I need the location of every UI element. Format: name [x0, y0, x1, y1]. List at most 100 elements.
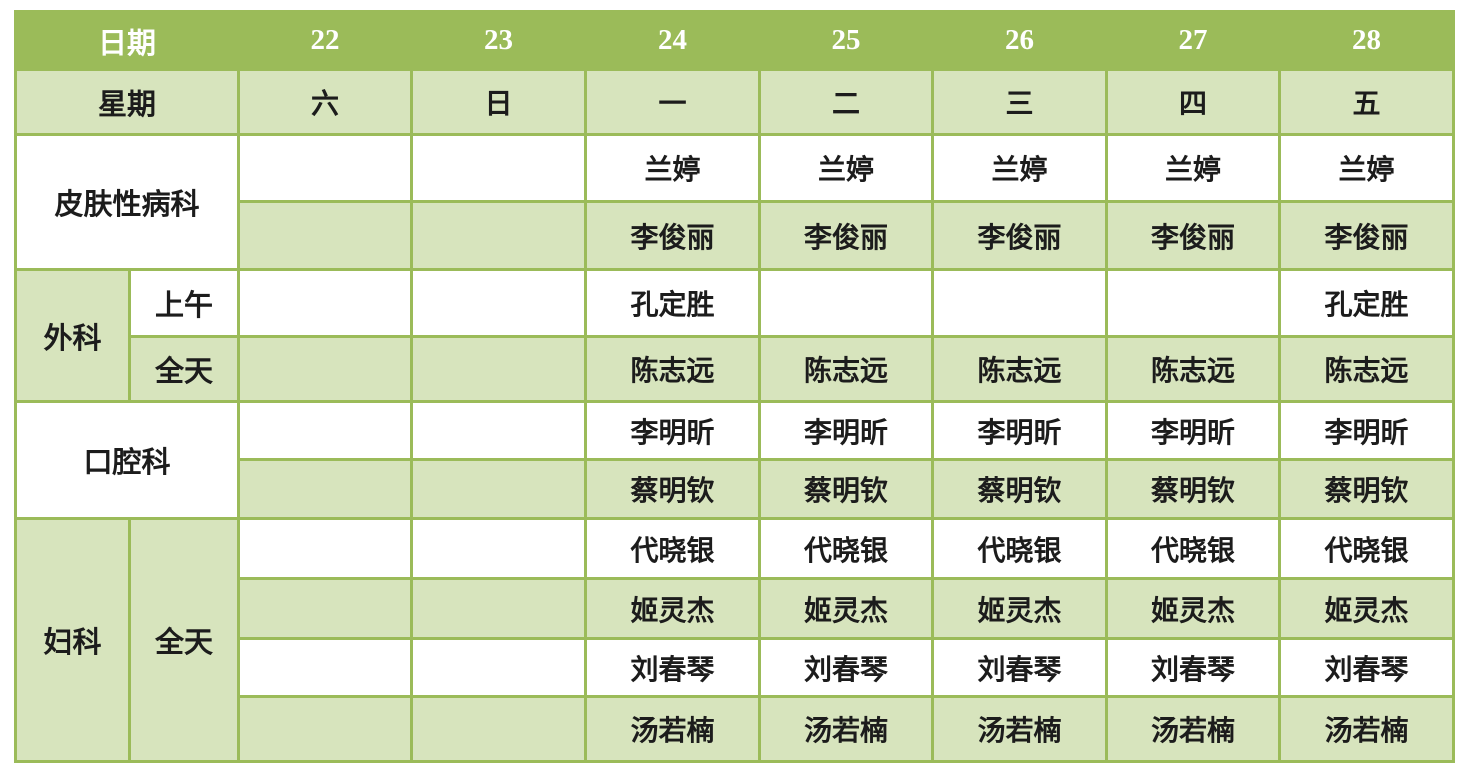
- shift-cell-allday: 全天: [127, 517, 241, 763]
- schedule-cell: [410, 335, 588, 403]
- schedule-cell: [237, 637, 414, 698]
- weekday-cell: 六: [237, 68, 414, 136]
- weekday-cell: 五: [1278, 68, 1456, 136]
- schedule-cell: 姬灵杰: [931, 577, 1109, 640]
- schedule-cell: [410, 268, 588, 338]
- date-header-row: 日期 22 23 24 25 26 27 28: [13, 10, 1456, 71]
- schedule-cell: [237, 517, 414, 580]
- schedule-cell: 汤若楠: [1105, 695, 1282, 763]
- schedule-cell: 兰婷: [1278, 133, 1456, 203]
- shift-cell-allday: 全天: [127, 335, 241, 403]
- schedule-cell: 李明昕: [758, 400, 935, 461]
- day-header-cell: 22: [237, 10, 414, 71]
- schedule-cell: 姬灵杰: [1278, 577, 1456, 640]
- schedule-cell: 李明昕: [584, 400, 762, 461]
- schedule-row: 姬灵杰 姬灵杰 姬灵杰 姬灵杰 姬灵杰: [16, 577, 1456, 640]
- schedule-cell: 兰婷: [584, 133, 762, 203]
- schedule-cell: 蔡明钦: [931, 458, 1109, 520]
- schedule-cell: [758, 268, 935, 338]
- schedule-row: 全天 陈志远 陈志远 陈志远 陈志远 陈志远: [16, 335, 1456, 403]
- schedule-cell: 汤若楠: [1278, 695, 1456, 763]
- day-header-cell: 23: [410, 10, 588, 71]
- date-label-cell: 日期: [13, 10, 241, 71]
- day-header-cell: 24: [584, 10, 762, 71]
- schedule-cell: 蔡明钦: [1105, 458, 1282, 520]
- schedule-cell: [237, 577, 414, 640]
- schedule-row: 皮肤性病科 兰婷 兰婷 兰婷 兰婷 兰婷: [13, 133, 1456, 271]
- schedule-cell: 刘春琴: [1105, 637, 1282, 698]
- shift-cell-morning: 上午: [127, 268, 241, 338]
- schedule-cell: [410, 695, 588, 763]
- schedule-cell: 汤若楠: [584, 695, 762, 763]
- schedule-cell: [410, 577, 588, 640]
- schedule-cell: [237, 200, 414, 271]
- weekday-cell: 四: [1105, 68, 1282, 136]
- weekday-cell: 一: [584, 68, 762, 136]
- schedule-cell: 李明昕: [931, 400, 1109, 461]
- schedule-cell: [237, 268, 414, 338]
- schedule-row: 外科 上午 孔定胜 孔定胜: [14, 268, 1456, 403]
- schedule-cell: 代晓银: [931, 517, 1109, 580]
- schedule-cell: 姬灵杰: [584, 577, 762, 640]
- schedule-cell: 兰婷: [758, 133, 935, 203]
- schedule-cell: 兰婷: [931, 133, 1109, 203]
- schedule-cell: 汤若楠: [758, 695, 935, 763]
- schedule-row: 汤若楠 汤若楠 汤若楠 汤若楠 汤若楠: [16, 695, 1456, 763]
- day-header-cell: 27: [1105, 10, 1282, 71]
- schedule-cell: [410, 458, 588, 520]
- schedule-cell: 陈志远: [584, 335, 762, 403]
- schedule-cell: 陈志远: [1105, 335, 1282, 403]
- weekday-cell: 日: [410, 68, 588, 136]
- schedule-row: 妇科 全天 代晓银 代晓银 代晓银 代晓银 代晓银: [14, 517, 1456, 763]
- schedule-cell: 代晓银: [1278, 517, 1456, 580]
- schedule-cell: [1105, 268, 1282, 338]
- weekday-cell: 三: [931, 68, 1109, 136]
- schedule-row: 蔡明钦 蔡明钦 蔡明钦 蔡明钦 蔡明钦: [16, 458, 1456, 520]
- schedule-cell: [410, 133, 588, 203]
- schedule-cell: [410, 200, 588, 271]
- schedule-cell: [931, 268, 1109, 338]
- schedule-cell: [237, 400, 414, 461]
- schedule-cell: 孔定胜: [584, 268, 762, 338]
- schedule-cell: 蔡明钦: [584, 458, 762, 520]
- schedule-cell: 姬灵杰: [1105, 577, 1282, 640]
- schedule-cell: [410, 400, 588, 461]
- dept-cell-gynecology: 妇科: [14, 517, 131, 763]
- schedule-cell: [237, 335, 414, 403]
- schedule-cell: 李俊丽: [1278, 200, 1456, 271]
- schedule-table: 日期 22 23 24 25 26 27 28 星期 六 日 一 二 三 四 五…: [13, 10, 1456, 763]
- schedule-cell: [237, 458, 414, 520]
- day-header-cell: 26: [931, 10, 1109, 71]
- schedule-cell: 陈志远: [1278, 335, 1456, 403]
- schedule-cell: 蔡明钦: [1278, 458, 1456, 520]
- weekday-header-row: 星期 六 日 一 二 三 四 五: [13, 68, 1456, 136]
- dept-cell-dental: 口腔科: [13, 400, 241, 520]
- schedule-cell: 代晓银: [758, 517, 935, 580]
- weekday-cell: 二: [758, 68, 935, 136]
- schedule-cell: [237, 695, 414, 763]
- schedule-cell: 刘春琴: [1278, 637, 1456, 698]
- schedule-cell: 陈志远: [931, 335, 1109, 403]
- schedule-cell: 李俊丽: [584, 200, 762, 271]
- dept-cell-surgery: 外科: [14, 268, 131, 403]
- schedule-cell: 代晓银: [1105, 517, 1282, 580]
- schedule-cell: 李俊丽: [758, 200, 935, 271]
- day-header-cell: 28: [1278, 10, 1456, 71]
- schedule-row: 李俊丽 李俊丽 李俊丽 李俊丽 李俊丽: [16, 200, 1456, 271]
- schedule-cell: 刘春琴: [584, 637, 762, 698]
- week-label-cell: 星期: [13, 68, 241, 136]
- schedule-cell: 李明昕: [1105, 400, 1282, 461]
- schedule-cell: 代晓银: [584, 517, 762, 580]
- schedule-row: 口腔科 李明昕 李明昕 李明昕 李明昕 李明昕: [13, 400, 1456, 520]
- schedule-cell: 李俊丽: [931, 200, 1109, 271]
- schedule-cell: 刘春琴: [758, 637, 935, 698]
- schedule-cell: 姬灵杰: [758, 577, 935, 640]
- schedule-cell: 陈志远: [758, 335, 935, 403]
- schedule-cell: 刘春琴: [931, 637, 1109, 698]
- schedule-cell: [410, 517, 588, 580]
- schedule-cell: 蔡明钦: [758, 458, 935, 520]
- schedule-cell: 兰婷: [1105, 133, 1282, 203]
- schedule-cell: 李明昕: [1278, 400, 1456, 461]
- day-header-cell: 25: [758, 10, 935, 71]
- schedule-cell: 李俊丽: [1105, 200, 1282, 271]
